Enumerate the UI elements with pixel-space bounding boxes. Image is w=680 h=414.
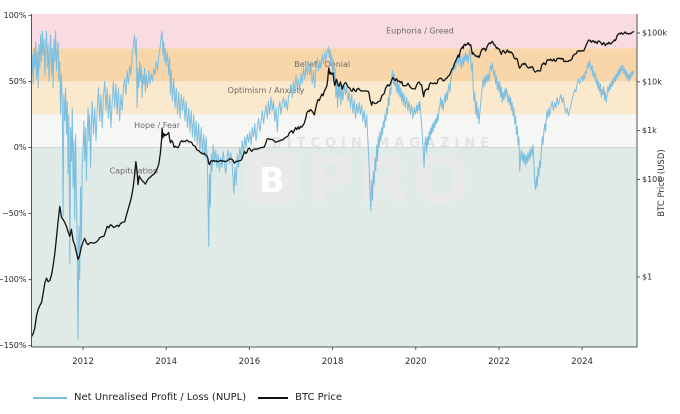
y-right-tick-label: $100k	[642, 28, 667, 37]
legend-label-btc[interactable]: BTC Price	[295, 392, 343, 403]
y-left-tick-label: −100%	[0, 275, 27, 284]
x-tick-label: 2016	[239, 357, 261, 367]
watermark-brand-text: BITCOIN MAGAZINE	[272, 136, 494, 151]
y-right-tick-label: $100	[642, 175, 662, 184]
x-tick-label: 2014	[155, 357, 177, 367]
watermark-pro-text: PRO	[306, 142, 473, 219]
watermark-logo-icon	[245, 151, 299, 205]
watermark-logo-letter: B	[259, 161, 285, 201]
series-btc-price	[30, 30, 635, 337]
x-tick-label: 2012	[72, 357, 94, 367]
x-tick-label: 2018	[322, 357, 344, 367]
series-net-unrealised-profit-loss-nupl	[31, 30, 635, 340]
right-axis-title-text: BTC Price (USD)	[657, 149, 667, 217]
band-label-optimism-anxiety: Optimism / Anxiety	[228, 86, 305, 95]
band-label-hope-fear: Hope / Fear	[134, 121, 181, 130]
y-right-tick-label: $1	[642, 273, 652, 282]
band-label-belief-denial: Belief / Denial	[294, 60, 350, 69]
y-right-tick-label: $1k	[642, 126, 657, 135]
x-tick-label: 2022	[488, 357, 510, 367]
legend-label-nupl[interactable]: Net Unrealised Profit / Loss (NUPL)	[74, 392, 247, 403]
band-label-euphoria-greed: Euphoria / Greed	[386, 27, 454, 36]
y-right-tick-label: $10k	[642, 77, 662, 86]
y-left-tick-label: 0%	[14, 143, 27, 152]
y-left-tick-label: −150%	[0, 341, 27, 350]
x-tick-label: 2024	[571, 357, 593, 367]
band-hope-fear	[31, 114, 637, 148]
band-euphoria-greed	[31, 14, 637, 49]
y-left-tick-label: −50%	[2, 209, 27, 218]
y-left-tick-label: 50%	[9, 77, 27, 86]
legend-swatch-nupl[interactable]	[33, 396, 67, 399]
legend-swatch-btc[interactable]	[258, 396, 289, 399]
y-left-tick-label: 100%	[4, 11, 27, 20]
x-tick-label: 2020	[405, 357, 427, 367]
band-label-capitulation: Capitulation	[110, 167, 158, 176]
chart-legend: Net Unrealised Profit / Loss (NUPL) BTC …	[33, 392, 354, 403]
band-optimism-anxiety	[31, 81, 637, 115]
